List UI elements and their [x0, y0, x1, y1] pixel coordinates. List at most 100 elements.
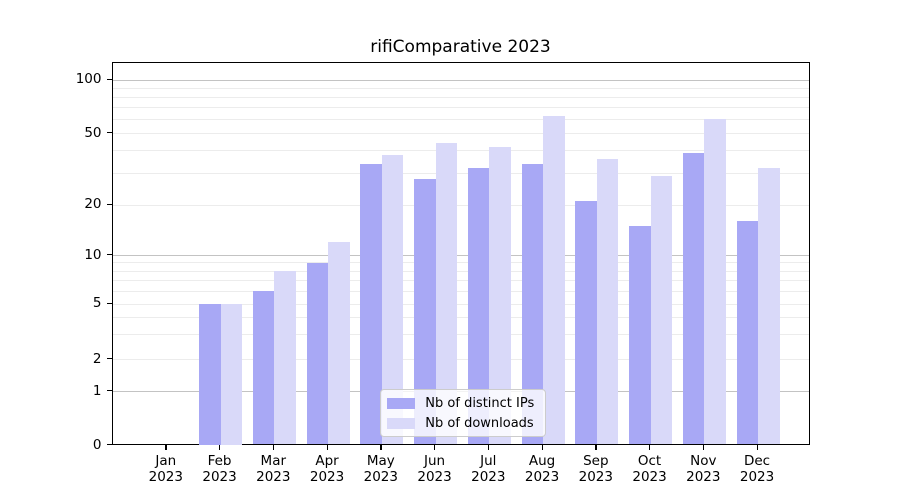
bar-jul-distinct-ips — [467, 168, 490, 445]
x-tick-mark-oct — [649, 444, 651, 450]
y-tick-label-10: 10 — [84, 246, 102, 263]
x-tick-mark-may — [380, 444, 382, 450]
legend: Nb of distinct IPs Nb of downloads — [380, 389, 547, 437]
x-tick-mark-jul — [487, 444, 490, 450]
x-tick-label-aug: Aug 2023 — [510, 453, 574, 486]
x-tick-mark-sep — [595, 444, 597, 450]
bar-may-distinct-ips — [360, 163, 382, 445]
x-tick-month: Sep — [583, 452, 609, 469]
x-tick-mark-aug — [541, 444, 543, 450]
y-tick-label-5: 5 — [92, 295, 102, 311]
x-tick-year: 2023 — [578, 469, 613, 485]
bar-dec-downloads — [758, 168, 780, 445]
x-tick-year: 2023 — [309, 469, 345, 485]
gridline-3 — [112, 334, 809, 336]
x-tick-label-mar: Mar 2023 — [241, 453, 305, 486]
legend-swatch-downloads — [387, 417, 416, 429]
legend-item-distinct-ips: Nb of distinct IPs — [387, 396, 537, 411]
gridline-2 — [112, 359, 809, 360]
y-tick-mark-20 — [106, 203, 112, 205]
gridline-60 — [112, 118, 809, 120]
y-tick-mark-50 — [106, 132, 112, 134]
gridline-10 — [112, 255, 809, 256]
bar-aug-downloads — [543, 115, 565, 445]
gridline-4 — [112, 317, 809, 319]
y-tick-mark-100 — [106, 78, 112, 80]
x-tick-month: Nov — [690, 452, 717, 469]
gridline-90 — [112, 87, 809, 89]
x-tick-mark-feb — [219, 444, 221, 450]
x-tick-year: 2023 — [632, 469, 667, 485]
x-tick-label-dec: Dec 2023 — [725, 453, 789, 486]
x-tick-year: 2023 — [524, 469, 560, 485]
x-tick-mark-jun — [434, 444, 436, 450]
legend-item-downloads: Nb of downloads — [387, 416, 537, 431]
x-tick-mark-jan — [165, 444, 167, 450]
bar-oct-distinct-ips — [629, 225, 651, 445]
y-tick-label-100: 100 — [75, 71, 102, 87]
bar-may-downloads — [381, 154, 404, 445]
x-tick-label-apr: Apr 2023 — [295, 453, 359, 486]
y-tick-mark-1 — [106, 390, 112, 392]
x-tick-label-feb: Feb 2023 — [188, 453, 252, 486]
bar-oct-downloads — [650, 176, 673, 445]
x-tick-month: Jul — [480, 452, 497, 469]
legend-label-downloads: Nb of downloads — [425, 415, 534, 431]
bar-mar-downloads — [274, 271, 296, 445]
y-tick-label-2: 2 — [92, 350, 102, 367]
gridline-40 — [112, 150, 809, 152]
gridline-9 — [112, 262, 809, 264]
x-tick-label-may: May 2023 — [349, 453, 413, 486]
gridline-50 — [112, 133, 809, 134]
x-tick-mark-apr — [326, 444, 328, 450]
bar-sep-downloads — [596, 159, 619, 445]
bar-jul-downloads — [489, 147, 511, 445]
x-tick-label-jan: Jan 2023 — [134, 453, 198, 486]
y-tick-mark-5 — [106, 302, 112, 304]
bar-nov-downloads — [704, 119, 726, 445]
x-tick-month: Oct — [637, 452, 662, 469]
bar-jun-downloads — [435, 143, 458, 445]
x-tick-label-jun: Jun 2023 — [403, 453, 467, 486]
bar-nov-distinct-ips — [682, 152, 705, 445]
y-tick-label-50: 50 — [84, 124, 102, 141]
gridline-80 — [112, 96, 809, 98]
gridline-70 — [112, 107, 809, 109]
x-tick-month: May — [366, 452, 395, 469]
bar-apr-distinct-ips — [306, 262, 329, 445]
x-tick-year: 2023 — [686, 469, 721, 485]
y-tick-mark-0 — [106, 444, 112, 446]
x-tick-mark-dec — [756, 444, 758, 450]
gridline-30 — [112, 172, 809, 174]
y-tick-label-1: 1 — [92, 382, 102, 399]
gridline-5 — [112, 303, 809, 305]
legend-label-distinct-ips: Nb of distinct IPs — [425, 395, 535, 411]
bar-feb-distinct-ips — [199, 304, 221, 445]
x-tick-month: Jun — [424, 452, 446, 469]
x-tick-label-nov: Nov 2023 — [671, 453, 735, 486]
x-tick-month: Jan — [155, 452, 177, 469]
x-tick-month: Dec — [743, 452, 771, 469]
x-tick-label-sep: Sep 2023 — [564, 453, 628, 486]
bar-dec-distinct-ips — [736, 221, 759, 445]
x-tick-year: 2023 — [202, 469, 237, 485]
bar-mar-distinct-ips — [252, 291, 275, 445]
x-tick-year: 2023 — [417, 469, 452, 485]
gridline-20 — [112, 204, 809, 206]
bar-sep-distinct-ips — [575, 201, 597, 445]
x-tick-year: 2023 — [256, 469, 291, 485]
x-tick-label-oct: Oct 2023 — [618, 453, 682, 486]
bar-feb-downloads — [220, 304, 243, 445]
x-tick-mark-nov — [702, 444, 705, 450]
x-tick-label-jul: Jul 2023 — [456, 453, 520, 486]
legend-swatch-distinct-ips — [387, 397, 416, 409]
bar-jun-distinct-ips — [414, 178, 436, 445]
bar-aug-distinct-ips — [521, 163, 544, 445]
x-tick-mark-mar — [272, 444, 275, 450]
plot-area: Nb of distinct IPs Nb of downloads — [111, 61, 810, 445]
gridline-8 — [112, 270, 809, 272]
x-tick-month: Apr — [315, 452, 339, 469]
gridline-100 — [112, 79, 809, 81]
x-tick-year: 2023 — [363, 469, 398, 485]
